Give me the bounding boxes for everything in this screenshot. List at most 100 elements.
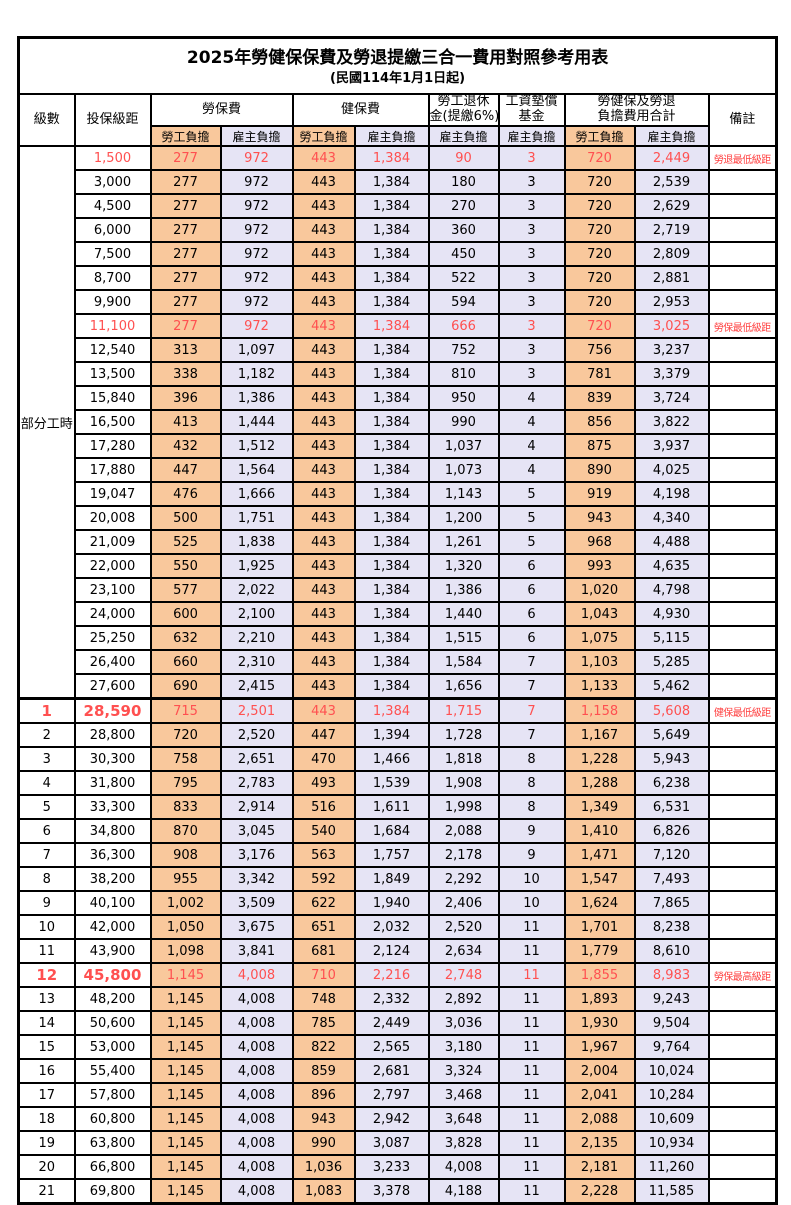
total-employer-cell: 11,260 — [633, 1154, 710, 1180]
health-employee-cell: 681 — [291, 938, 356, 964]
pension-employer-cell: 2,634 — [427, 938, 500, 964]
health-employer-cell: 1,384 — [353, 625, 430, 651]
bracket-cell: 43,900 — [73, 938, 152, 964]
total-employer-cell: 2,881 — [633, 265, 710, 291]
wage-fund-employer-cell: 9 — [497, 842, 566, 868]
health-employer-cell: 1,384 — [353, 673, 430, 700]
remark-cell — [707, 890, 778, 916]
health-employee-cell: 443 — [291, 169, 356, 195]
bracket-cell: 8,700 — [73, 265, 152, 291]
wage-fund-employer-cell: 11 — [497, 914, 566, 940]
health-employer-cell: 1,384 — [353, 577, 430, 603]
labor-employee-cell: 1,098 — [149, 938, 222, 964]
health-employee-cell: 943 — [291, 1106, 356, 1132]
bracket-cell: 12,540 — [73, 337, 152, 363]
pension-employer-cell: 2,520 — [427, 914, 500, 940]
level-cell: 2 — [17, 722, 76, 748]
labor-employer-cell: 2,520 — [219, 722, 294, 748]
table-row: 17,880 447 1,564 443 1,384 1,073 4 890 4,025 — [19, 457, 778, 483]
pension-employer-cell: 1,073 — [427, 457, 500, 483]
labor-employee-cell: 432 — [149, 433, 222, 459]
pension-employer-cell: 2,178 — [427, 842, 500, 868]
pension-employer-cell: 1,584 — [427, 649, 500, 675]
wage-fund-employer-cell: 5 — [497, 529, 566, 555]
pension-employer-cell: 1,515 — [427, 625, 500, 651]
total-employer-cell: 2,449 — [633, 145, 710, 171]
page-title: 2025年勞健保保費及勞退提繳三合一費用對照參考用表 — [186, 47, 609, 68]
pension-employer-cell: 594 — [427, 289, 500, 315]
wage-fund-employer-cell: 11 — [497, 1082, 566, 1108]
labor-employer-cell: 1,182 — [219, 361, 294, 387]
premium-reference-table: 2025年勞健保保費及勞退提繳三合一費用對照參考用表 (民國114年1月1日起)… — [17, 36, 779, 1205]
total-employee-cell: 1,167 — [563, 722, 636, 748]
remark-cell — [707, 1010, 778, 1036]
labor-employee-cell: 600 — [149, 601, 222, 627]
remark-cell — [707, 866, 778, 892]
labor-employee-cell: 1,145 — [149, 986, 222, 1012]
total-employee-cell: 1,624 — [563, 890, 636, 916]
total-employer-cell: 3,724 — [633, 385, 710, 411]
wage-fund-employer-cell: 11 — [497, 1178, 566, 1205]
table-row: 3 30,300 758 2,651 470 1,466 1,818 8 1,228 5,943 — [17, 746, 778, 772]
labor-employer-cell: 4,008 — [219, 1178, 294, 1205]
labor-employee-cell: 277 — [149, 313, 222, 339]
health-employer-cell: 1,384 — [353, 601, 430, 627]
level-cell: 10 — [17, 914, 76, 940]
health-employee-cell: 1,083 — [291, 1178, 356, 1205]
total-employer-cell: 4,930 — [633, 601, 710, 627]
total-employer-cell: 10,609 — [633, 1106, 710, 1132]
health-employer-cell: 2,216 — [353, 962, 430, 988]
labor-employee-cell: 277 — [149, 193, 222, 219]
health-employer-cell: 2,942 — [353, 1106, 430, 1132]
pension-employer-cell: 1,261 — [427, 529, 500, 555]
table-row: 13,500 338 1,182 443 1,384 810 3 781 3,379 — [19, 361, 778, 387]
table-row: 11,100 277 972 443 1,384 666 3 720 3,025 勞保最低級距 — [19, 313, 778, 339]
health-employer-cell: 2,332 — [353, 986, 430, 1012]
pension-employer-cell: 1,728 — [427, 722, 500, 748]
total-employer-cell: 2,719 — [633, 217, 710, 243]
pension-employer-cell: 1,200 — [427, 505, 500, 531]
pension-employer-cell: 360 — [427, 217, 500, 243]
labor-employer-cell: 4,008 — [219, 1154, 294, 1180]
total-employee-cell: 2,041 — [563, 1082, 636, 1108]
header-remark: 備註 — [707, 93, 778, 147]
total-employer-cell: 5,608 — [633, 697, 710, 724]
health-employee-cell: 592 — [291, 866, 356, 892]
total-employer-cell: 8,610 — [633, 938, 710, 964]
labor-employer-cell: 2,310 — [219, 649, 294, 675]
pension-employer-cell: 3,180 — [427, 1034, 500, 1060]
wage-fund-employer-cell: 3 — [497, 265, 566, 291]
header-total-employee: 勞工負擔 — [563, 125, 636, 147]
pension-employer-cell: 1,320 — [427, 553, 500, 579]
total-employee-cell: 720 — [563, 313, 636, 339]
pension-employer-cell: 4,008 — [427, 1154, 500, 1180]
wage-fund-employer-cell: 11 — [497, 1130, 566, 1156]
total-employee-cell: 993 — [563, 553, 636, 579]
wage-fund-employer-cell: 7 — [497, 673, 566, 700]
table-row: 17 57,800 1,145 4,008 896 2,797 3,468 11 2,041 10… — [17, 1082, 778, 1108]
table-row: 6 34,800 870 3,045 540 1,684 2,088 9 1,410 6,826 — [17, 818, 778, 844]
pension-employer-cell: 90 — [427, 145, 500, 171]
remark-cell — [707, 746, 778, 772]
labor-employee-cell: 277 — [149, 217, 222, 243]
total-employer-cell: 5,285 — [633, 649, 710, 675]
labor-employer-cell: 2,210 — [219, 625, 294, 651]
health-employee-cell: 443 — [291, 481, 356, 507]
table-row: 16,500 413 1,444 443 1,384 990 4 856 3,822 — [19, 409, 778, 435]
labor-employer-cell: 2,914 — [219, 794, 294, 820]
remark-cell — [707, 385, 778, 411]
header-total: 勞健保及勞退 負擔費用合計 — [563, 93, 710, 127]
pension-employer-cell: 1,386 — [427, 577, 500, 603]
remark-cell — [707, 433, 778, 459]
health-employee-cell: 748 — [291, 986, 356, 1012]
health-employer-cell: 1,384 — [353, 433, 430, 459]
pension-employer-cell: 3,468 — [427, 1082, 500, 1108]
labor-employer-cell: 3,045 — [219, 818, 294, 844]
total-employer-cell: 11,585 — [633, 1178, 710, 1205]
bracket-cell: 42,000 — [73, 914, 152, 940]
total-employer-cell: 10,024 — [633, 1058, 710, 1084]
level-cell: 21 — [17, 1178, 76, 1205]
pension-employer-cell: 666 — [427, 313, 500, 339]
labor-employee-cell: 1,145 — [149, 1154, 222, 1180]
health-employee-cell: 651 — [291, 914, 356, 940]
